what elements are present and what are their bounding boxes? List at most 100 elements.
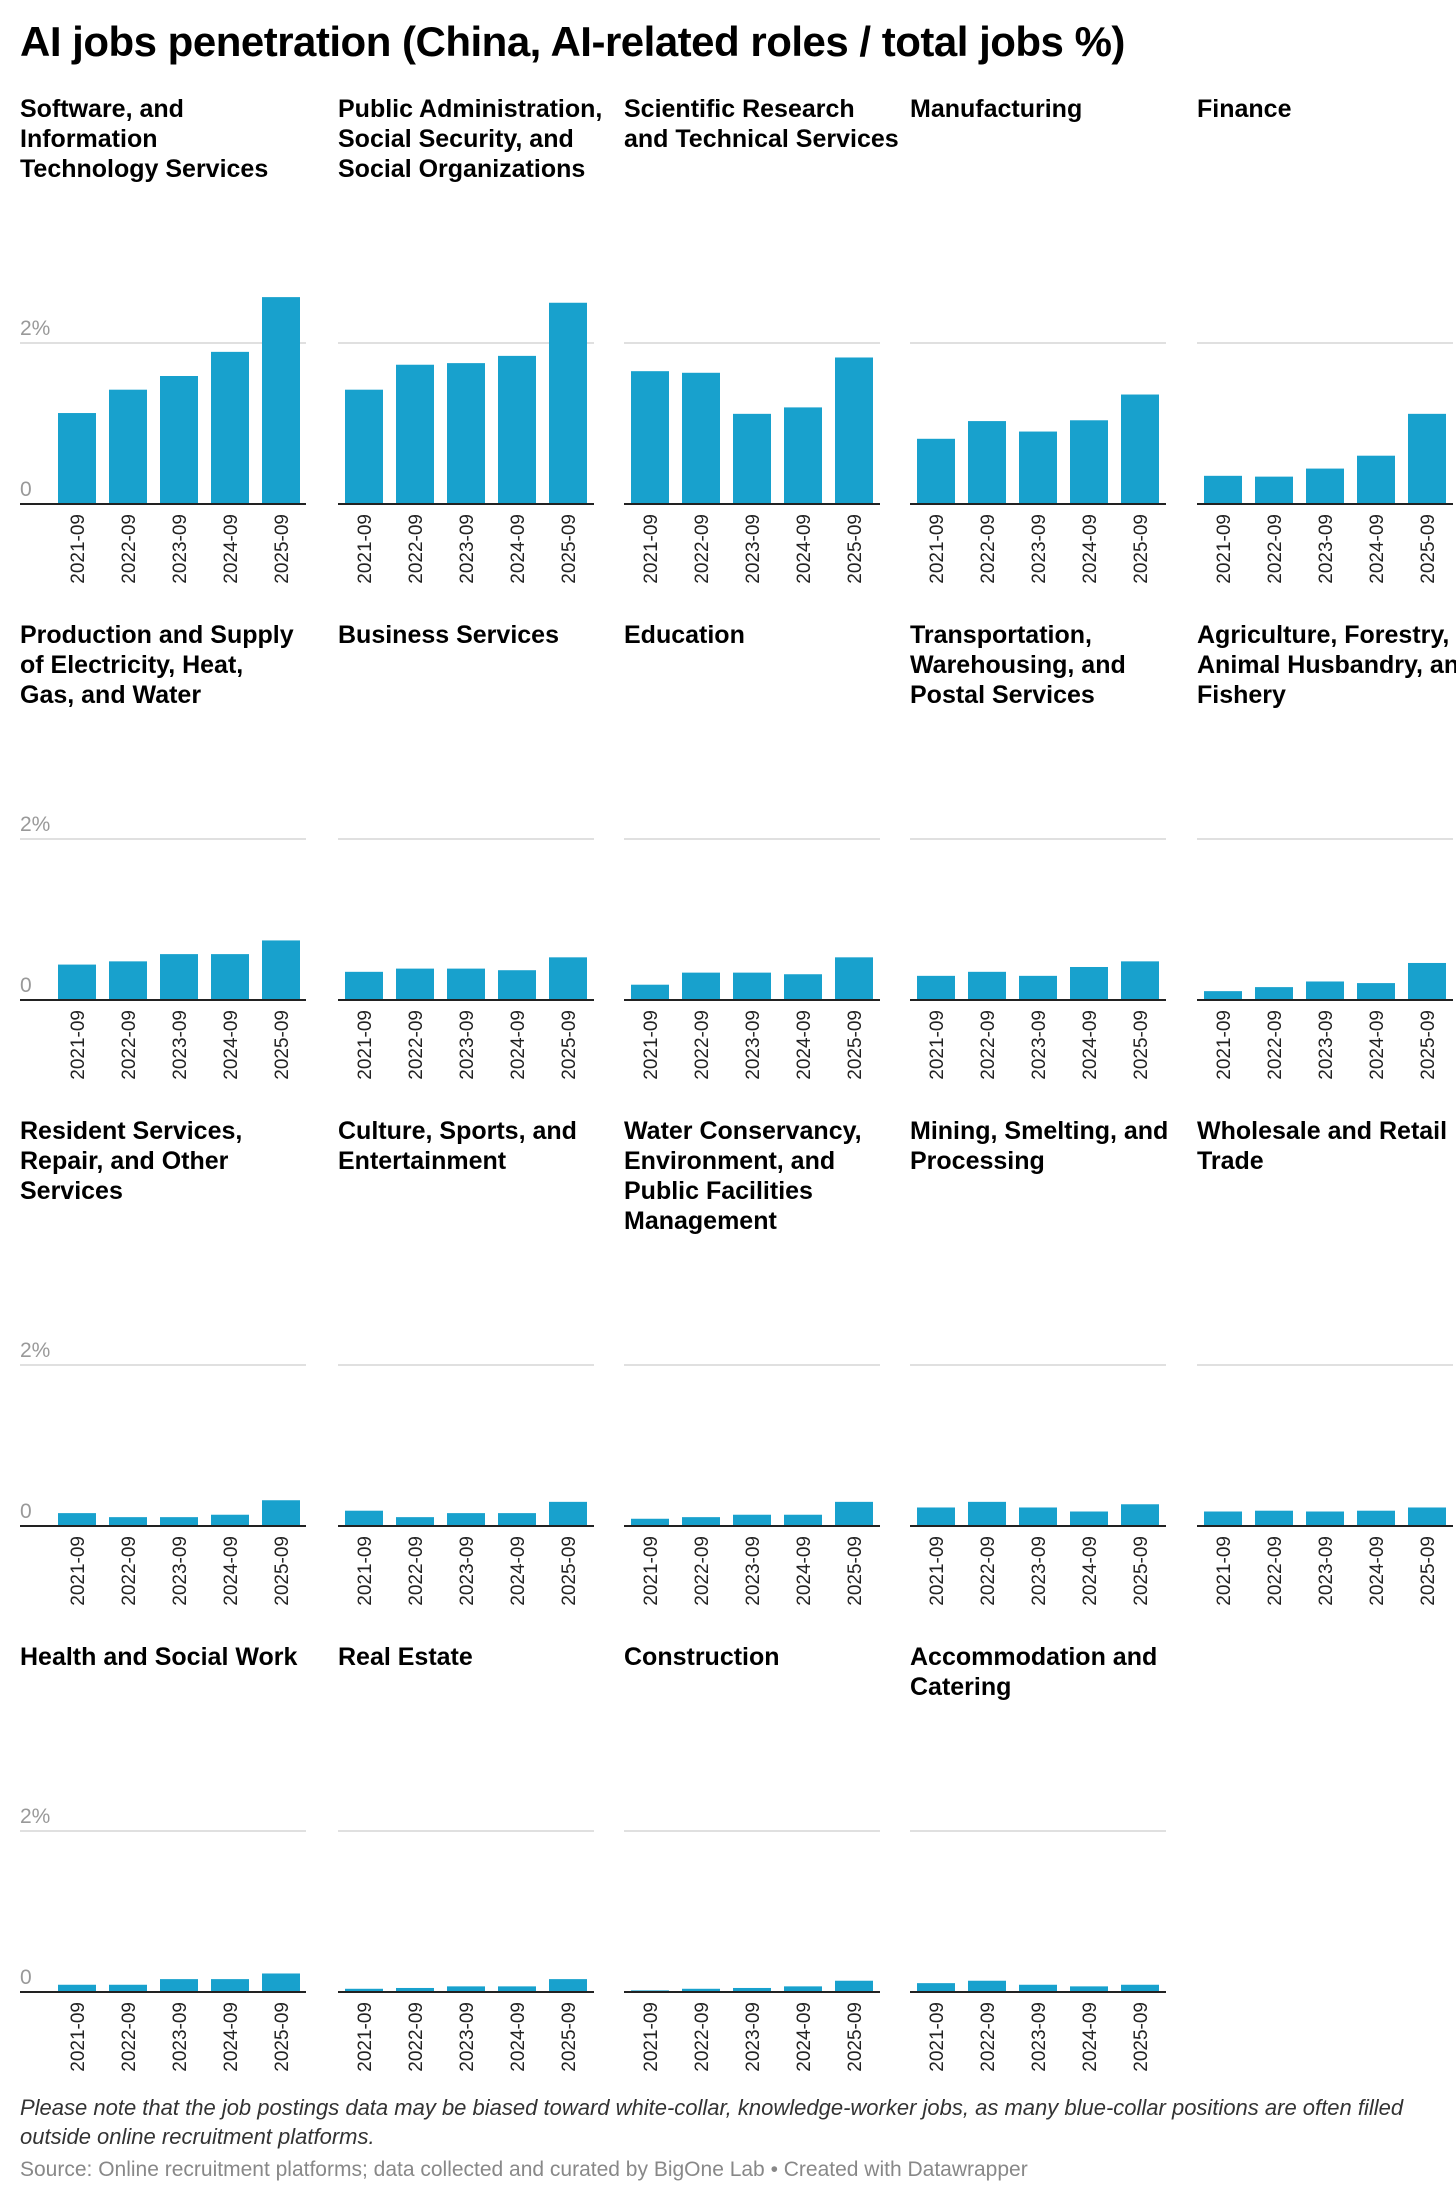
- x-tick-label: 2024-09: [508, 514, 529, 584]
- x-tick-label: 2021-09: [68, 2002, 89, 2072]
- bar: [968, 1501, 1006, 1526]
- x-tick-label: 2023-09: [457, 2002, 478, 2072]
- x-tick-label: 2022-09: [978, 2002, 999, 2072]
- panel-title: Business Services: [338, 621, 559, 649]
- x-tick-label: 2022-09: [1265, 514, 1286, 584]
- y-tick-label: 0: [20, 974, 32, 997]
- bar: [1019, 431, 1057, 504]
- bar: [498, 970, 536, 1000]
- x-tick-label: 2021-09: [641, 514, 662, 584]
- panel: 2021-09 2022-09 2023-09 2024-09 2025-09 Manuf…: [910, 94, 1190, 594]
- panel-plot: 2021-09 2022-09 2023-09 2024-09 2025-09: [1197, 1364, 1453, 1606]
- panel-plot: 2021-09 2022-09 2023-09 2024-09 2025-09: [338, 1830, 594, 2072]
- x-tick-label: 2025-09: [1131, 2002, 1152, 2072]
- bar: [396, 364, 434, 504]
- bar: [917, 975, 955, 1000]
- x-tick-label: 2024-09: [794, 514, 815, 584]
- x-tick-label: 2021-09: [68, 514, 89, 584]
- panel-plot: 2% 0 2021-09 2022-09 2023-09 2024-09 2025-09: [20, 1805, 306, 2072]
- bar: [447, 968, 485, 1000]
- bar: [835, 1501, 873, 1526]
- x-tick-label: 2022-09: [1265, 1010, 1286, 1080]
- bar: [160, 1517, 198, 1526]
- bar: [262, 1973, 300, 1992]
- x-tick-label: 2024-09: [221, 1010, 242, 1080]
- bar: [58, 1984, 96, 1992]
- panel-plot: 2% 0 2021-09 2022-09 2023-09 2024-09 2025-09: [20, 1339, 306, 1606]
- bar: [345, 1988, 383, 1992]
- panel-plot: 2021-09 2022-09 2023-09 2024-09 2025-09: [1197, 838, 1453, 1080]
- bar: [498, 1986, 536, 1992]
- bar: [784, 974, 822, 1000]
- x-tick-label: 2023-09: [170, 514, 191, 584]
- panel-plot: 2021-09 2022-09 2023-09 2024-09 2025-09: [338, 1364, 594, 1606]
- bar: [1408, 962, 1446, 1000]
- x-tick-label: 2024-09: [508, 1010, 529, 1080]
- panel: 2021-09 2022-09 2023-09 2024-09 2025-09 Busin…: [338, 620, 618, 1120]
- panel-title: Manufacturing: [910, 95, 1083, 123]
- x-tick-label: 2021-09: [927, 1536, 948, 1606]
- bar: [211, 954, 249, 1000]
- bar: [784, 407, 822, 504]
- x-tick-label: 2025-09: [1418, 1010, 1439, 1080]
- bar: [58, 1513, 96, 1526]
- chart-title: AI jobs penetration (China, AI-related r…: [20, 18, 1125, 65]
- bar: [345, 389, 383, 504]
- x-tick-label: 2023-09: [1029, 514, 1050, 584]
- x-tick-label: 2025-09: [1131, 1010, 1152, 1080]
- panel: 2% 0 2021-09 2022-09 2023-09 2024-09 2025-09 So…: [20, 94, 306, 594]
- bar: [549, 957, 587, 1000]
- x-tick-label: 2022-09: [119, 514, 140, 584]
- bar: [1121, 394, 1159, 504]
- x-tick-label: 2021-09: [927, 1010, 948, 1080]
- x-tick-label: 2025-09: [559, 2002, 580, 2072]
- bar: [1306, 1511, 1344, 1526]
- x-tick-label: 2022-09: [406, 514, 427, 584]
- bar: [835, 357, 873, 504]
- x-tick-label: 2025-09: [272, 1010, 293, 1080]
- x-tick-label: 2021-09: [1214, 1010, 1235, 1080]
- bar: [262, 940, 300, 1000]
- panel: 2021-09 2022-09 2023-09 2024-09 2025-09 Const…: [624, 1642, 904, 2142]
- x-tick-label: 2022-09: [692, 1536, 713, 1606]
- bar: [498, 1513, 536, 1526]
- x-tick-label: 2022-09: [119, 1010, 140, 1080]
- y-tick-label: 2%: [20, 317, 50, 340]
- x-tick-label: 2024-09: [1367, 1010, 1388, 1080]
- panel-title: Wholesale and Retail Trade: [1197, 1117, 1448, 1175]
- x-tick-label: 2025-09: [1131, 514, 1152, 584]
- panel-plot: 2021-09 2022-09 2023-09 2024-09 2025-09: [338, 302, 594, 584]
- x-tick-label: 2021-09: [355, 514, 376, 584]
- y-tick-label: 2%: [20, 813, 50, 836]
- bar: [262, 1500, 300, 1526]
- bar: [1204, 1511, 1242, 1526]
- bar: [1255, 987, 1293, 1000]
- bar: [262, 297, 300, 504]
- x-tick-label: 2025-09: [559, 1536, 580, 1606]
- x-tick-label: 2023-09: [457, 1536, 478, 1606]
- panel: 2021-09 2022-09 2023-09 2024-09 2025-09 Whole…: [1197, 1116, 1456, 1616]
- x-tick-label: 2024-09: [1080, 1010, 1101, 1080]
- bar: [1121, 1984, 1159, 1992]
- x-tick-label: 2023-09: [170, 1010, 191, 1080]
- panel: 2021-09 2022-09 2023-09 2024-09 2025-09 Trans…: [910, 620, 1190, 1120]
- bar: [1255, 1510, 1293, 1526]
- x-tick-label: 2022-09: [119, 1536, 140, 1606]
- bar: [631, 984, 669, 1000]
- x-tick-label: 2021-09: [1214, 1536, 1235, 1606]
- bar: [733, 972, 771, 1000]
- bar: [109, 1984, 147, 1992]
- x-tick-label: 2024-09: [1080, 1536, 1101, 1606]
- bar: [211, 1514, 249, 1526]
- bar: [345, 971, 383, 1000]
- bar: [1070, 1511, 1108, 1526]
- y-tick-label: 2%: [20, 1339, 50, 1362]
- x-tick-label: 2024-09: [794, 1010, 815, 1080]
- bar: [549, 302, 587, 504]
- bar: [396, 1517, 434, 1526]
- x-tick-label: 2024-09: [221, 514, 242, 584]
- panel-title: Education: [624, 621, 745, 649]
- bar: [917, 1507, 955, 1526]
- bar: [968, 1980, 1006, 1992]
- x-tick-label: 2022-09: [692, 514, 713, 584]
